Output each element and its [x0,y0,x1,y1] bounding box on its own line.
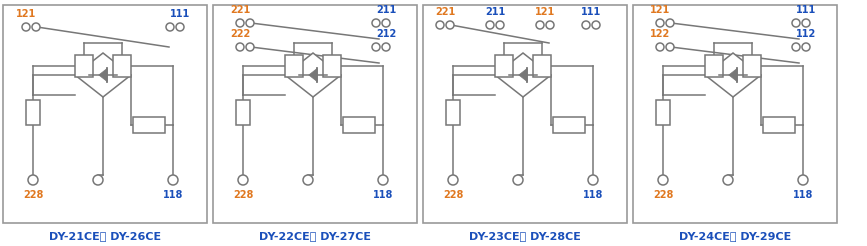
Bar [26,100,40,125]
Circle shape [303,175,313,185]
Circle shape [513,175,523,185]
Text: 118: 118 [583,190,603,200]
Circle shape [546,21,554,29]
Bar [656,100,670,125]
Bar [213,5,417,223]
Circle shape [802,43,810,51]
Polygon shape [518,68,527,82]
Bar [495,55,513,77]
Polygon shape [75,53,131,97]
Circle shape [382,19,390,27]
Text: 118: 118 [373,190,394,200]
Bar [533,55,551,77]
Bar [446,100,460,125]
Text: 121: 121 [16,9,36,19]
Circle shape [486,21,494,29]
Text: DY-22CE， DY-27CE: DY-22CE， DY-27CE [259,231,371,241]
Circle shape [22,23,30,31]
Circle shape [723,175,733,185]
Text: 118: 118 [792,190,813,200]
Circle shape [246,43,254,51]
Text: 211: 211 [485,7,505,17]
Bar [763,117,795,133]
Circle shape [656,19,664,27]
Bar [743,55,761,77]
Circle shape [28,175,38,185]
Circle shape [536,21,544,29]
Circle shape [656,43,664,51]
Polygon shape [309,68,317,82]
Text: 222: 222 [230,29,250,39]
Text: 221: 221 [435,7,455,17]
Text: 221: 221 [230,5,250,15]
Circle shape [372,19,380,27]
Polygon shape [285,53,341,97]
Circle shape [236,43,244,51]
Text: 228: 228 [653,190,673,200]
Text: 211: 211 [376,5,396,15]
Polygon shape [99,68,108,82]
Circle shape [798,175,808,185]
Circle shape [166,23,174,31]
Circle shape [32,23,40,31]
Bar [113,55,131,77]
Bar [705,55,723,77]
Circle shape [802,19,810,27]
Circle shape [176,23,184,31]
Circle shape [236,19,244,27]
Circle shape [238,175,248,185]
Text: 111: 111 [170,9,190,19]
Circle shape [792,43,800,51]
Text: 111: 111 [581,7,601,17]
Text: 228: 228 [23,190,43,200]
Bar [553,117,585,133]
Bar [75,55,93,77]
Text: 122: 122 [650,29,670,39]
Circle shape [446,21,454,29]
Bar [423,5,627,223]
Polygon shape [495,53,551,97]
Circle shape [658,175,668,185]
Text: 228: 228 [233,190,253,200]
Text: 228: 228 [443,190,463,200]
Circle shape [246,19,254,27]
Circle shape [792,19,800,27]
Bar [633,5,837,223]
Circle shape [382,43,390,51]
Circle shape [93,175,103,185]
Text: 112: 112 [796,29,816,39]
Circle shape [666,19,674,27]
Text: 118: 118 [163,190,183,200]
Circle shape [588,175,598,185]
Circle shape [168,175,178,185]
Bar [343,117,375,133]
Circle shape [448,175,458,185]
Circle shape [496,21,504,29]
Bar [3,5,207,223]
Polygon shape [705,53,761,97]
Text: 121: 121 [650,5,670,15]
Circle shape [592,21,600,29]
Circle shape [378,175,388,185]
Text: 111: 111 [796,5,816,15]
Bar [323,55,341,77]
Text: DY-23CE， DY-28CE: DY-23CE， DY-28CE [469,231,581,241]
Text: DY-21CE， DY-26CE: DY-21CE， DY-26CE [49,231,161,241]
Bar [133,117,165,133]
Text: 212: 212 [376,29,396,39]
Circle shape [372,43,380,51]
Circle shape [582,21,590,29]
Bar [285,55,303,77]
Circle shape [436,21,444,29]
Polygon shape [729,68,737,82]
Circle shape [666,43,674,51]
Text: 121: 121 [535,7,555,17]
Bar [236,100,250,125]
Text: DY-24CE， DY-29CE: DY-24CE， DY-29CE [679,231,791,241]
